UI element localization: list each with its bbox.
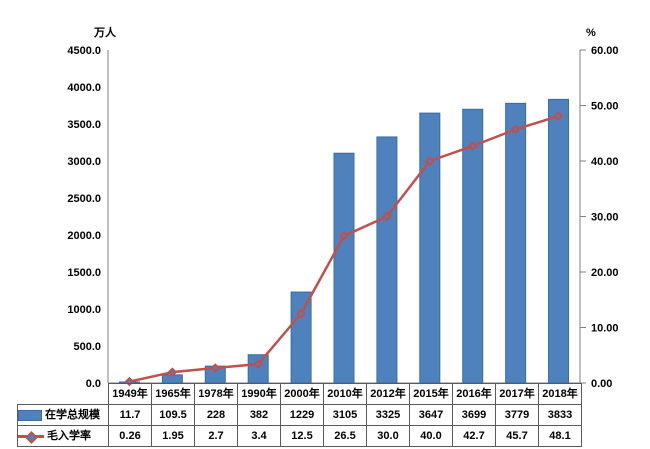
category-header-4: 2000年 <box>280 383 324 405</box>
value-0-1: 109.5 <box>151 404 195 426</box>
category-header-2: 1978年 <box>194 383 238 405</box>
value-1-6: 30.0 <box>366 425 410 447</box>
category-header-3: 1990年 <box>237 383 281 405</box>
value-1-5: 26.5 <box>323 425 367 447</box>
marker-2015年 <box>425 156 435 166</box>
right-axis-tick-label: 40.00 <box>591 156 619 168</box>
bar-2000年 <box>290 291 312 384</box>
value-1-2: 2.7 <box>194 425 238 447</box>
marker-2000年 <box>296 308 306 319</box>
marker-1990年 <box>253 359 263 369</box>
series-name-label: 在学总规模 <box>45 409 100 421</box>
left-axis-unit-label: 万人 <box>93 25 117 39</box>
right-axis-unit-label: % <box>586 27 596 39</box>
value-1-10: 48.1 <box>538 425 582 447</box>
value-1-1: 1.95 <box>151 425 195 447</box>
right-axis-tick-label: 60.00 <box>591 45 619 57</box>
value-0-5: 3105 <box>323 404 367 426</box>
left-axis-tick-label: 3500.0 <box>67 119 101 131</box>
marker-2018年 <box>553 111 564 121</box>
left-axis-tick-label: 0.0 <box>86 378 101 390</box>
legend-在学总规模: 在学总规模 <box>17 404 109 426</box>
value-0-7: 3647 <box>409 404 453 426</box>
category-header-0: 1949年 <box>108 383 152 405</box>
table-corner-blank <box>18 384 109 405</box>
line-series-legend-icon <box>18 430 44 444</box>
value-0-2: 228 <box>194 404 238 426</box>
value-0-6: 3325 <box>366 404 410 426</box>
right-axis-tick-label: 30.00 <box>591 212 619 224</box>
bar-2017年 <box>505 102 527 384</box>
value-1-7: 40.0 <box>409 425 453 447</box>
bar-2018年 <box>548 98 570 384</box>
category-header-6: 2012年 <box>366 383 410 405</box>
value-0-8: 3699 <box>452 404 496 426</box>
left-axis-tick-label: 3000.0 <box>67 156 101 168</box>
right-axis-tick-label: 0.00 <box>591 378 612 390</box>
value-1-8: 42.7 <box>452 425 496 447</box>
right-axis-tick-label: 20.00 <box>591 267 619 279</box>
right-axis-tick-label: 50.00 <box>591 101 619 113</box>
left-axis-tick-label: 1000.0 <box>67 304 101 316</box>
left-axis-tick-label: 1500.0 <box>67 267 101 279</box>
marker-1978年 <box>210 363 221 373</box>
value-0-4: 1229 <box>280 404 324 426</box>
value-0-10: 3833 <box>538 404 582 426</box>
value-1-3: 3.4 <box>237 425 281 447</box>
category-header-9: 2017年 <box>495 383 539 405</box>
legend-inner: 毛入学率 <box>18 427 108 446</box>
chart-data-table: 1949年 1965年 1978年 1990年 2000年 2010年 2012年 2015年… <box>17 383 582 447</box>
value-0-0: 11.7 <box>108 404 152 426</box>
bar-2010年 <box>333 152 355 384</box>
series-name-label: 毛入学率 <box>47 430 91 442</box>
right-axis-tick-label: 10.00 <box>591 323 619 335</box>
left-axis-tick-label: 2500.0 <box>67 193 101 205</box>
bar-series-legend-icon <box>18 409 42 421</box>
value-0-9: 3779 <box>495 404 539 426</box>
category-header-8: 2016年 <box>452 383 496 405</box>
value-1-4: 12.5 <box>280 425 324 447</box>
legend-毛入学率: 毛入学率 <box>17 425 109 447</box>
marker-2012年 <box>382 211 392 222</box>
bar-2012年 <box>376 136 398 384</box>
bar-2015年 <box>419 112 441 384</box>
value-1-0: 0.26 <box>108 425 152 447</box>
category-header-7: 2015年 <box>409 383 453 405</box>
marker-2016年 <box>467 141 478 151</box>
category-header-10: 2018年 <box>538 383 582 405</box>
category-header-5: 2010年 <box>323 383 367 405</box>
marker-2017年 <box>510 124 521 135</box>
value-1-9: 45.7 <box>495 425 539 447</box>
left-axis-tick-label: 500.0 <box>73 341 101 353</box>
data-table-region: 1949年 1965年 1978年 1990年 2000年 2010年 2012年 2015年… <box>17 383 582 447</box>
category-header-1: 1965年 <box>151 383 195 405</box>
value-0-3: 382 <box>237 404 281 426</box>
left-axis-tick-label: 4000.0 <box>67 82 101 94</box>
left-axis-tick-label: 2000.0 <box>67 230 101 242</box>
marker-1965年 <box>167 367 178 377</box>
marker-2010年 <box>339 231 349 241</box>
legend-inner: 在学总规模 <box>18 406 108 425</box>
left-axis-tick-label: 4500.0 <box>67 45 101 57</box>
